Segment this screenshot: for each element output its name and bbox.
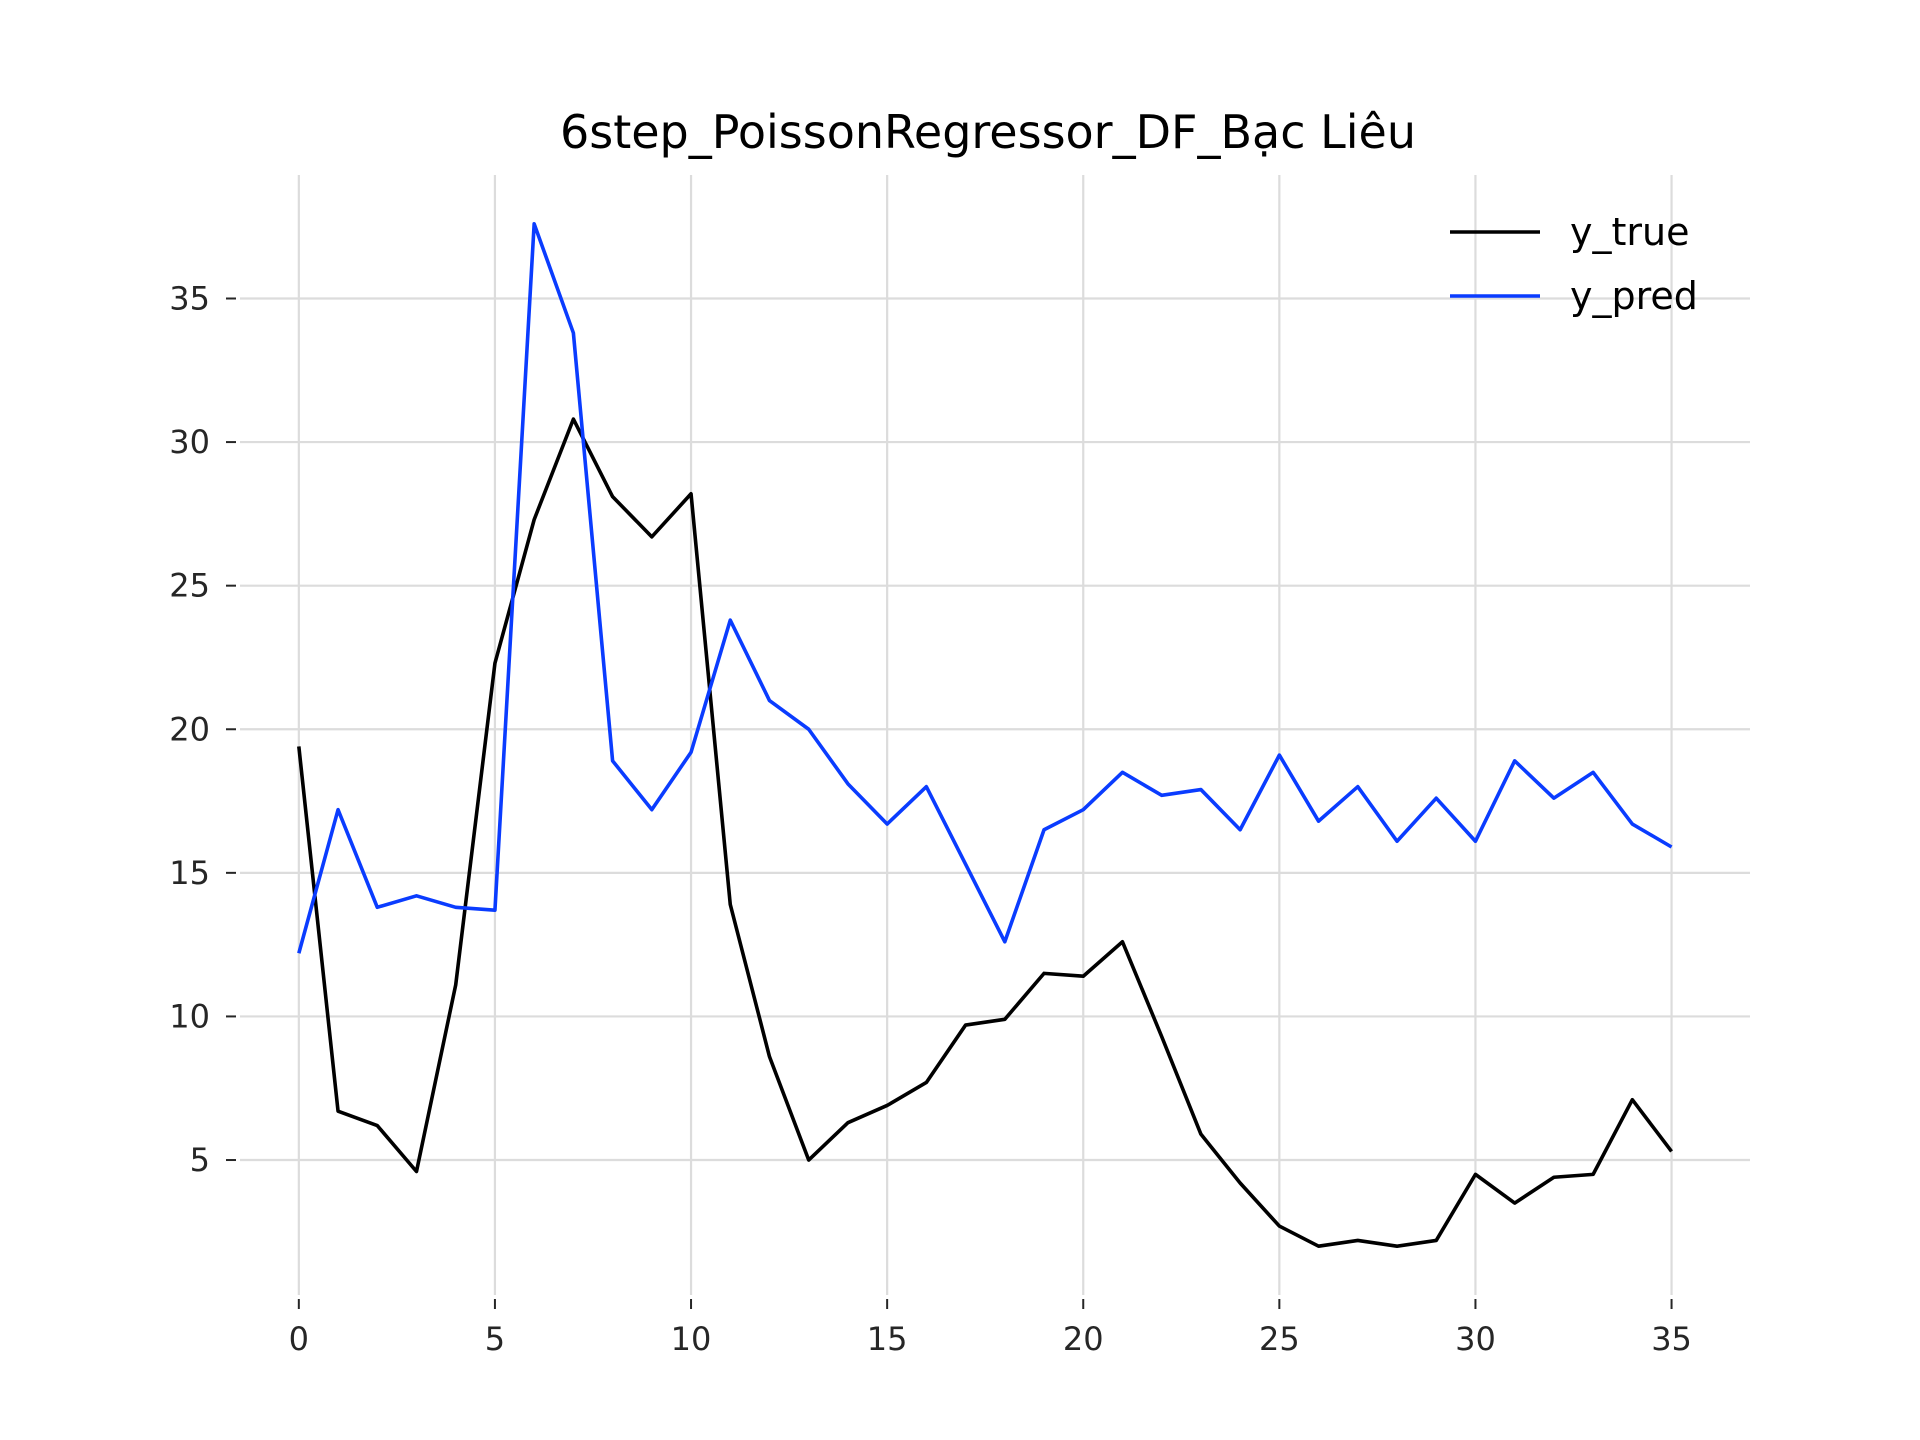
x-tick-label: 5 bbox=[485, 1320, 505, 1358]
x-tick-label: 35 bbox=[1651, 1320, 1692, 1358]
series-group bbox=[297, 222, 1673, 1248]
axis-ticks: 0 5 10 15 20 25 30 35 5 10 15 20 25 30 35 bbox=[169, 279, 1692, 1358]
x-tick-label: 10 bbox=[671, 1320, 712, 1358]
x-tick-label: 20 bbox=[1063, 1320, 1104, 1358]
x-tick-label: 0 bbox=[289, 1320, 309, 1358]
y-tick-label: 20 bbox=[169, 710, 210, 748]
y-tick-label: 30 bbox=[169, 423, 210, 461]
y-tick-label: 5 bbox=[190, 1141, 210, 1179]
series-line-y_true bbox=[297, 417, 1673, 1248]
series-line-y_pred bbox=[297, 222, 1673, 954]
x-tick-label: 30 bbox=[1455, 1320, 1496, 1358]
legend-label-y_pred: y_pred bbox=[1570, 274, 1698, 318]
legend: y_true y_pred bbox=[1450, 210, 1698, 318]
y-tick-label: 15 bbox=[169, 854, 210, 892]
y-tick-label: 10 bbox=[169, 997, 210, 1035]
grid bbox=[240, 175, 1750, 1295]
chart-title: 6step_PoissonRegressor_DF_Bạc Liêu bbox=[560, 105, 1416, 159]
legend-label-y_true: y_true bbox=[1570, 210, 1689, 254]
y-tick-label: 25 bbox=[169, 567, 210, 605]
y-tick-label: 35 bbox=[169, 279, 210, 317]
x-tick-label: 15 bbox=[867, 1320, 908, 1358]
x-tick-label: 25 bbox=[1259, 1320, 1300, 1358]
